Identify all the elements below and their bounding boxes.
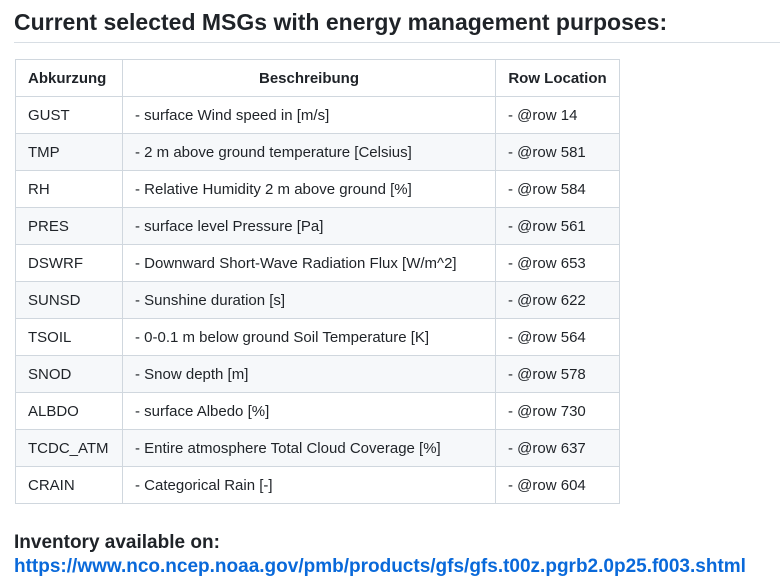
table-row: ALBDO - surface Albedo [%] - @row 730 <box>15 392 620 430</box>
cell-row-location: - @row 622 <box>495 281 620 319</box>
inventory-link[interactable]: https://www.nco.ncep.noaa.gov/pmb/produc… <box>14 556 746 577</box>
table-header-row: Abkurzung Beschreibung Row Location <box>15 59 620 97</box>
cell-abkurzung: RH <box>15 170 123 208</box>
cell-beschreibung: - Snow depth [m] <box>122 355 496 393</box>
cell-row-location: - @row 578 <box>495 355 620 393</box>
table-row: SUNSD - Sunshine duration [s] - @row 622 <box>15 281 620 319</box>
cell-abkurzung: SUNSD <box>15 281 123 319</box>
table-row: RH - Relative Humidity 2 m above ground [… <box>15 170 620 208</box>
cell-row-location: - @row 604 <box>495 466 620 504</box>
page-heading: Current selected MSGs with energy manage… <box>14 6 780 43</box>
cell-abkurzung: GUST <box>15 96 123 134</box>
cell-abkurzung: TMP <box>15 133 123 171</box>
table-row: GUST - surface Wind speed in [m/s] - @row … <box>15 96 620 134</box>
table-row: PRES - surface level Pressure [Pa] - @row … <box>15 207 620 245</box>
cell-row-location: - @row 584 <box>495 170 620 208</box>
cell-beschreibung: - Categorical Rain [-] <box>122 466 496 504</box>
cell-beschreibung: - Entire atmosphere Total Cloud Coverage… <box>122 429 496 467</box>
cell-beschreibung: - surface level Pressure [Pa] <box>122 207 496 245</box>
cell-beschreibung: - 0-0.1 m below ground Soil Temperature … <box>122 318 496 356</box>
msg-table: Abkurzung Beschreibung Row Location GUST… <box>15 59 620 504</box>
header-row-location: Row Location <box>495 59 620 97</box>
cell-beschreibung: - 2 m above ground temperature [Celsius] <box>122 133 496 171</box>
cell-abkurzung: ALBDO <box>15 392 123 430</box>
table-body: GUST - surface Wind speed in [m/s] - @row … <box>15 96 620 504</box>
cell-row-location: - @row 564 <box>495 318 620 356</box>
table-row: SNOD - Snow depth [m] - @row 578 <box>15 355 620 393</box>
cell-row-location: - @row 561 <box>495 207 620 245</box>
header-abkurzung: Abkurzung <box>15 59 123 97</box>
cell-abkurzung: PRES <box>15 207 123 245</box>
cell-beschreibung: - Downward Short-Wave Radiation Flux [W/… <box>122 244 496 282</box>
cell-row-location: - @row 637 <box>495 429 620 467</box>
cell-abkurzung: DSWRF <box>15 244 123 282</box>
cell-row-location: - @row 730 <box>495 392 620 430</box>
cell-row-location: - @row 14 <box>495 96 620 134</box>
table-row: TMP - 2 m above ground temperature [Celsi… <box>15 133 620 171</box>
table-row: DSWRF - Downward Short-Wave Radiation Flu… <box>15 244 620 282</box>
inventory-label: Inventory available on: <box>14 532 220 553</box>
table-row: TCDC_ATM - Entire atmosphere Total Cloud … <box>15 429 620 467</box>
cell-row-location: - @row 653 <box>495 244 620 282</box>
cell-beschreibung: - surface Albedo [%] <box>122 392 496 430</box>
cell-beschreibung: - Sunshine duration [s] <box>122 281 496 319</box>
header-beschreibung: Beschreibung <box>122 59 496 97</box>
cell-abkurzung: CRAIN <box>15 466 123 504</box>
table-row: TSOIL - 0-0.1 m below ground Soil Tempera… <box>15 318 620 356</box>
cell-abkurzung: SNOD <box>15 355 123 393</box>
cell-beschreibung: - Relative Humidity 2 m above ground [%] <box>122 170 496 208</box>
cell-abkurzung: TSOIL <box>15 318 123 356</box>
cell-row-location: - @row 581 <box>495 133 620 171</box>
cell-beschreibung: - surface Wind speed in [m/s] <box>122 96 496 134</box>
table-row: CRAIN - Categorical Rain [-] - @row 604 <box>15 466 620 504</box>
cell-abkurzung: TCDC_ATM <box>15 429 123 467</box>
